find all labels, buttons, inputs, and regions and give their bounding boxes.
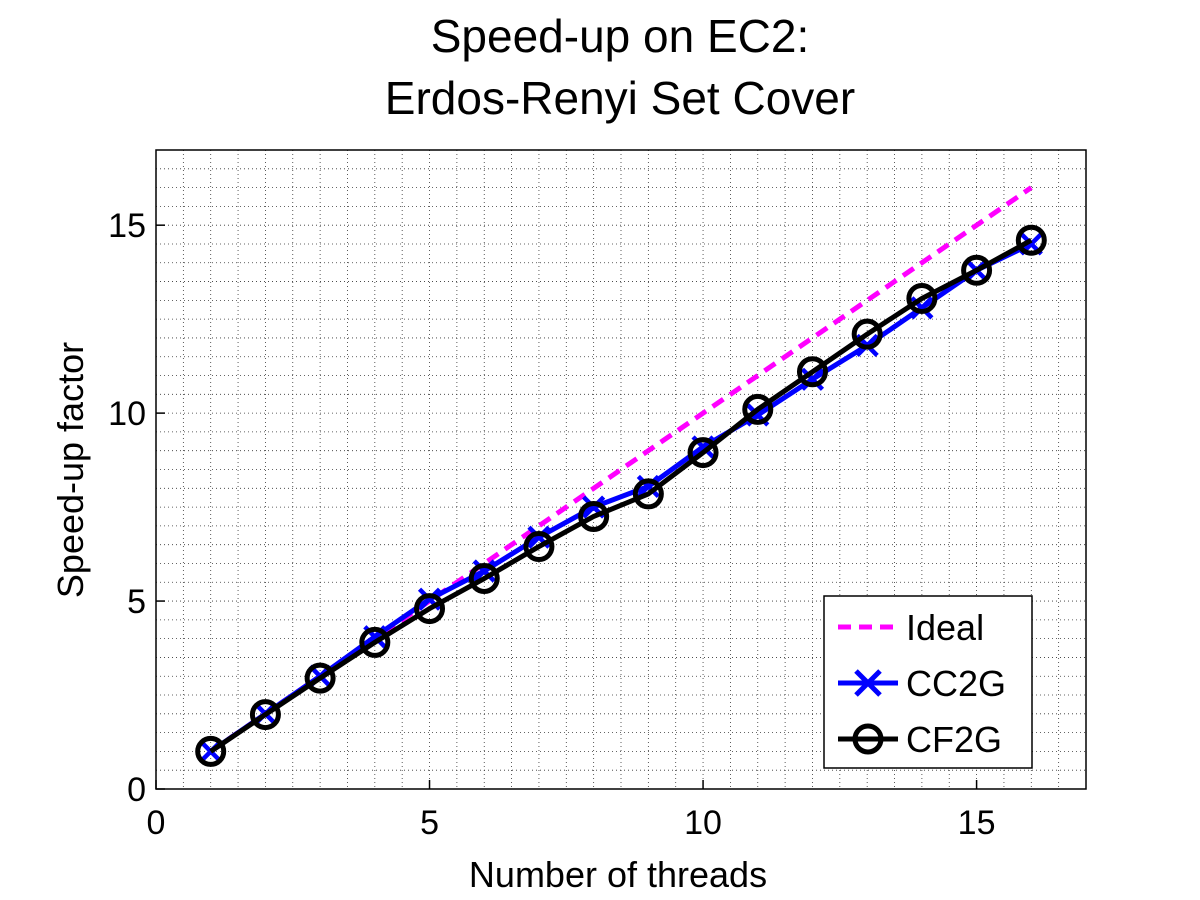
data-point-cf2g [304,662,336,694]
y-axis-label: Speed-up factor [50,342,91,598]
legend-cf2g-marker [852,723,884,755]
data-point-cc2g [800,367,825,391]
data-point-cf2g [687,437,719,469]
y-tick-label: 5 [127,583,146,621]
chart-title-line-2: Erdos-Renyi Set Cover [385,72,855,124]
y-tick-label: 0 [127,771,146,809]
legend-cf2g-label: CF2G [906,719,1002,760]
data-point-cf2g [414,593,446,625]
data-point-cf2g [796,356,828,388]
data-point-cf2g [578,500,610,532]
data-point-cf2g [906,282,938,314]
plot-frame [155,149,1087,790]
y-tick-label: 10 [108,395,146,433]
data-point-cf2g [359,626,391,658]
data-point-cf2g [632,478,664,510]
data-point-cc2g [636,474,660,499]
series-line-ideal [209,185,1033,754]
data-point-cf2g [742,393,774,425]
y-tick-label: 15 [108,207,146,245]
series-cf2g [195,224,1047,767]
data-point-cf2g [249,699,281,731]
data-point-cf2g [523,531,555,563]
legend-ideal-label: Ideal [906,607,984,648]
series-line-cf2g [209,238,1033,754]
series [195,185,1047,767]
series-line-cc2g [209,241,1033,754]
data-point-cf2g [851,318,883,350]
data-point-cc2g [472,559,496,583]
data-point-cf2g [468,563,500,595]
x-tick-label: 5 [420,804,439,842]
legend-cc2g-marker [854,669,882,697]
data-point-cf2g [1015,224,1047,256]
legend-cc2g-label: CC2G [906,663,1006,704]
x-tick-label: 0 [147,804,166,842]
legend: Ideal CC2G CF2G [823,595,1033,769]
data-point-cf2g [961,254,993,286]
x-axis-label: Number of threads [469,854,767,895]
axis-ticks: 0 5 10 15 0 5 10 15 [108,207,995,842]
chart-title-line-1: Speed-up on EC2: [431,10,810,62]
data-point-cf2g [195,735,227,767]
series-ideal [209,185,1033,754]
x-tick-label: 15 [958,804,996,842]
x-tick-label: 10 [684,804,722,842]
